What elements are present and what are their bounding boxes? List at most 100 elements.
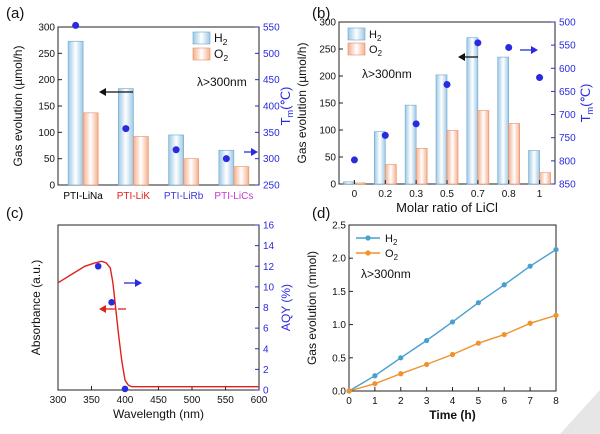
panel-d-x-tick-label: 3	[424, 396, 430, 407]
panel-a-bar-H2	[118, 88, 134, 186]
panel-d-point-O2	[398, 371, 404, 377]
panel-a-category-label: PTI-LiK	[117, 191, 151, 202]
panel-b-tm-point	[443, 80, 451, 88]
panel-b-x-tick-label: 1	[537, 189, 543, 200]
panel-c-absorbance-curve	[57, 260, 259, 388]
panel-b-bar-O2	[508, 123, 521, 185]
panel-c-y2label: AQY (%)	[279, 284, 293, 331]
panel-a-tm-point	[122, 125, 130, 133]
panel-a-y2label: Tm(℃)	[278, 87, 295, 126]
panel-b-tm-point	[350, 156, 358, 164]
panel-d-y-tick-label: 0.5	[332, 353, 346, 364]
panel-b-arrowhead-right	[531, 46, 538, 54]
panel-a-y-tick-label: 0	[49, 181, 55, 192]
panel-b-x-tick-label: 0.2	[378, 189, 392, 200]
panel-d-y-tick-label: 1.0	[332, 320, 346, 331]
panel-b-tm-point	[412, 120, 420, 128]
panel-b-annotation: λ>300nm	[362, 67, 412, 81]
panel-c-aqy-point	[94, 262, 102, 270]
panel-a-bar-H2	[67, 40, 84, 186]
panel-a-y-tick-label: 50	[44, 154, 56, 165]
panel-b-arrowhead-left	[458, 53, 465, 61]
panel-c-y2-tick-label: 8	[263, 303, 269, 314]
panel-a-y2-tick-label: 350	[263, 128, 280, 139]
panel-c-label: (c)	[6, 205, 24, 222]
panel-a-bar-O2	[133, 136, 149, 186]
panel-a-label: (a)	[6, 5, 24, 22]
watermark-shape	[560, 390, 600, 434]
panel-b-bar-H2	[343, 181, 355, 185]
panel-b-tm-point	[505, 43, 513, 51]
panel-b-y2-tick-label: 600	[559, 64, 576, 75]
panel-a-tm-point	[72, 21, 80, 29]
panel-c-aqy-point	[108, 299, 115, 306]
panel-b-bar-O2	[384, 164, 397, 185]
panel-b-y2-tick-label: 850	[559, 180, 576, 191]
panel-d-point-O2	[372, 381, 378, 387]
panel-d-point-H2	[372, 373, 378, 379]
panel-b-y-tick-label: 300	[319, 18, 336, 29]
panel-c-frame	[57, 224, 260, 391]
panel-a-y-tick-label: 200	[38, 75, 55, 86]
panel-a-y-tick-label: 150	[38, 102, 55, 113]
panel-d-point-H2	[424, 337, 430, 344]
panel-a-category-label: PTI-LiCs	[214, 191, 253, 202]
panel-d-point-O2	[475, 340, 481, 346]
panel-c-arrowhead-left	[99, 305, 106, 313]
panel-c-ylabel: Absorbance (a.u.)	[29, 260, 43, 355]
panel-c-y2-tick-label: 6	[263, 324, 269, 335]
panel-a-bar-H2	[168, 134, 184, 186]
panel-c-x-tick-label: 450	[150, 395, 167, 406]
panel-b-legend-swatch-h2	[347, 27, 366, 41]
panel-b-bar-O2	[477, 110, 490, 185]
panel-b-y-tick-label: 150	[319, 99, 336, 110]
panel-a-legend-o2: O2	[214, 47, 228, 63]
panel-d-y-tick-label: 2.0	[332, 254, 346, 265]
panel-b-y2-tick-label: 800	[559, 156, 576, 167]
panel-b-bar-O2	[446, 130, 459, 185]
panel-d-x-tick-label: 1	[372, 396, 378, 407]
panel-d-annotation: λ>300nm	[361, 267, 411, 281]
panel-d-point-H2	[501, 282, 507, 288]
panel-b-tm-point	[381, 131, 389, 139]
panel-b-x-tick-label: 0	[352, 189, 358, 200]
panel-d-x-tick-label: 4	[450, 396, 456, 407]
panel-a-category-label: PTI-LiRb	[164, 191, 204, 202]
panel-a-bar-O2	[183, 158, 199, 186]
panel-d-point-H2	[527, 263, 533, 269]
panel-b-bar-H2	[435, 74, 448, 185]
panel-b-y2-tick-label: 500	[559, 18, 576, 29]
panel-b-y-tick-label: 50	[325, 153, 337, 164]
panel-b-bar-O2	[539, 172, 551, 185]
panel-b-y2-tick-label: 750	[559, 133, 576, 144]
panel-b-x-tick-label: 0.3	[409, 189, 423, 200]
panel-b-bar-H2	[528, 150, 540, 185]
panel-a-category-label: PTI-LiNa	[63, 191, 103, 202]
panel-b-bar-H2	[497, 56, 510, 185]
panel-c-y2-tick-label: 2	[263, 365, 269, 376]
panel-d-point-O2	[346, 388, 352, 394]
panel-a-arrowhead-right	[251, 148, 258, 156]
panel-b-bar-H2	[404, 104, 417, 185]
panel-d-x-tick-label: 5	[476, 396, 482, 407]
panel-b-legend-swatch-o2	[347, 42, 366, 56]
panel-b-bar-H2	[373, 131, 386, 185]
panel-d-point-O2	[553, 312, 559, 318]
panel-a-bar-O2	[233, 166, 250, 186]
panel-a-y-tick-label: 100	[38, 128, 55, 139]
panel-b-x-tick-label: 0.5	[440, 189, 454, 200]
panel-d-point-O2	[424, 361, 430, 368]
panel-a-bar-O2	[82, 112, 99, 186]
panel-b-tm-point	[474, 39, 482, 47]
panel-a-y-tick-label: 250	[38, 49, 55, 60]
panel-a-legend-swatch-o2	[192, 47, 211, 61]
panel-a-tm-point	[222, 155, 230, 163]
panel-b-y-tick-label: 200	[319, 72, 336, 83]
panel-b-legend-o2: O2	[369, 44, 382, 58]
panel-d-frame	[348, 224, 557, 392]
panel-d-point-O2	[501, 331, 507, 338]
panel-a-y-tick-label: 300	[38, 23, 55, 34]
panel-d-y-tick-label: 1.5	[332, 287, 346, 298]
panel-d-legend-label-H2: H2	[385, 233, 397, 247]
panel-b-x-tick-label: 0.8	[502, 189, 516, 200]
